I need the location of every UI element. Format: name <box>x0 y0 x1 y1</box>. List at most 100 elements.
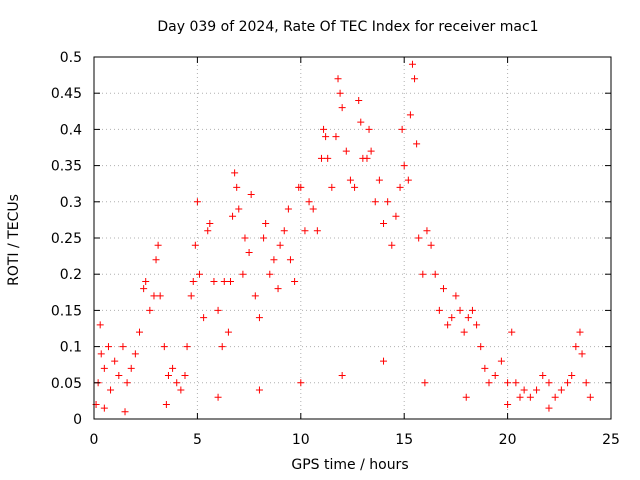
data-point <box>317 154 325 162</box>
data-point <box>191 241 199 249</box>
data-point <box>260 234 268 242</box>
data-point <box>384 198 392 206</box>
data-point <box>568 372 576 380</box>
data-point <box>539 372 547 380</box>
data-point <box>365 125 373 133</box>
data-point <box>468 306 476 314</box>
data-point <box>146 306 154 314</box>
x-tick-label: 25 <box>602 432 620 448</box>
data-point <box>346 176 354 184</box>
data-point <box>274 285 282 293</box>
data-point <box>104 343 112 351</box>
data-point <box>154 241 162 249</box>
data-point <box>100 364 108 372</box>
data-point <box>392 212 400 220</box>
data-point <box>400 162 408 170</box>
x-tick-label: 0 <box>90 432 99 448</box>
data-point <box>520 386 528 394</box>
data-point <box>448 314 456 322</box>
data-point <box>218 343 226 351</box>
data-point <box>351 183 359 191</box>
data-point <box>423 227 431 235</box>
data-point <box>342 147 350 155</box>
data-point <box>516 393 524 401</box>
data-point <box>251 292 259 300</box>
data-point <box>297 183 305 191</box>
data-point <box>452 292 460 300</box>
data-point <box>564 379 572 387</box>
data-point <box>224 328 232 336</box>
data-point <box>119 343 127 351</box>
x-axis-label: GPS time / hours <box>291 457 408 473</box>
data-point <box>214 306 222 314</box>
data-point <box>313 227 321 235</box>
data-point <box>121 408 129 416</box>
data-point <box>255 314 263 322</box>
data-point <box>262 220 270 228</box>
data-point <box>210 277 218 285</box>
y-tick-label: 0.4 <box>60 122 82 138</box>
data-point <box>582 379 590 387</box>
data-point <box>164 372 172 380</box>
data-point <box>435 306 443 314</box>
data-point <box>111 357 119 365</box>
data-point <box>380 220 388 228</box>
data-point <box>328 183 336 191</box>
data-point <box>214 393 222 401</box>
data-point <box>255 386 263 394</box>
data-point <box>162 401 170 409</box>
data-point <box>363 154 371 162</box>
data-point <box>245 248 253 256</box>
data-point <box>142 277 150 285</box>
x-tick-label: 20 <box>499 432 517 448</box>
y-tick-label: 0.35 <box>51 159 82 175</box>
data-point <box>460 328 468 336</box>
y-tick-label: 0.1 <box>60 340 82 356</box>
tick-marks <box>93 56 612 420</box>
data-point <box>533 386 541 394</box>
data-point <box>504 379 512 387</box>
data-point <box>200 314 208 322</box>
plot-points <box>92 60 594 416</box>
data-point <box>229 212 237 220</box>
data-point <box>439 285 447 293</box>
data-point <box>338 104 346 112</box>
data-point <box>309 205 317 213</box>
data-point <box>497 357 505 365</box>
data-point <box>576 328 584 336</box>
data-point <box>115 372 123 380</box>
data-point <box>140 285 148 293</box>
data-point <box>572 343 580 351</box>
data-point <box>545 404 553 412</box>
data-point <box>206 220 214 228</box>
data-point <box>334 75 342 83</box>
y-axis-label: ROTI / TECUs <box>6 194 22 286</box>
data-point <box>481 364 489 372</box>
data-point <box>415 234 423 242</box>
data-point <box>338 372 346 380</box>
data-point <box>578 350 586 358</box>
data-point <box>398 125 406 133</box>
data-point <box>357 118 365 126</box>
data-point <box>266 270 274 278</box>
data-point <box>183 343 191 351</box>
data-point <box>419 270 427 278</box>
data-point <box>464 314 472 322</box>
data-point <box>160 343 168 351</box>
data-point <box>355 96 363 104</box>
data-point <box>301 227 309 235</box>
data-point <box>504 401 512 409</box>
y-tick-label: 0.05 <box>51 376 82 392</box>
data-point <box>280 227 288 235</box>
data-point <box>388 241 396 249</box>
chart-title: Day 039 of 2024, Rate Of TEC Index for r… <box>157 19 538 35</box>
data-point <box>169 364 177 372</box>
grid <box>94 57 611 419</box>
data-point <box>195 270 203 278</box>
x-tick-label: 15 <box>395 432 413 448</box>
plot-frame <box>93 56 612 420</box>
data-point <box>396 183 404 191</box>
data-point <box>462 393 470 401</box>
data-point <box>270 256 278 264</box>
data-point <box>204 227 212 235</box>
